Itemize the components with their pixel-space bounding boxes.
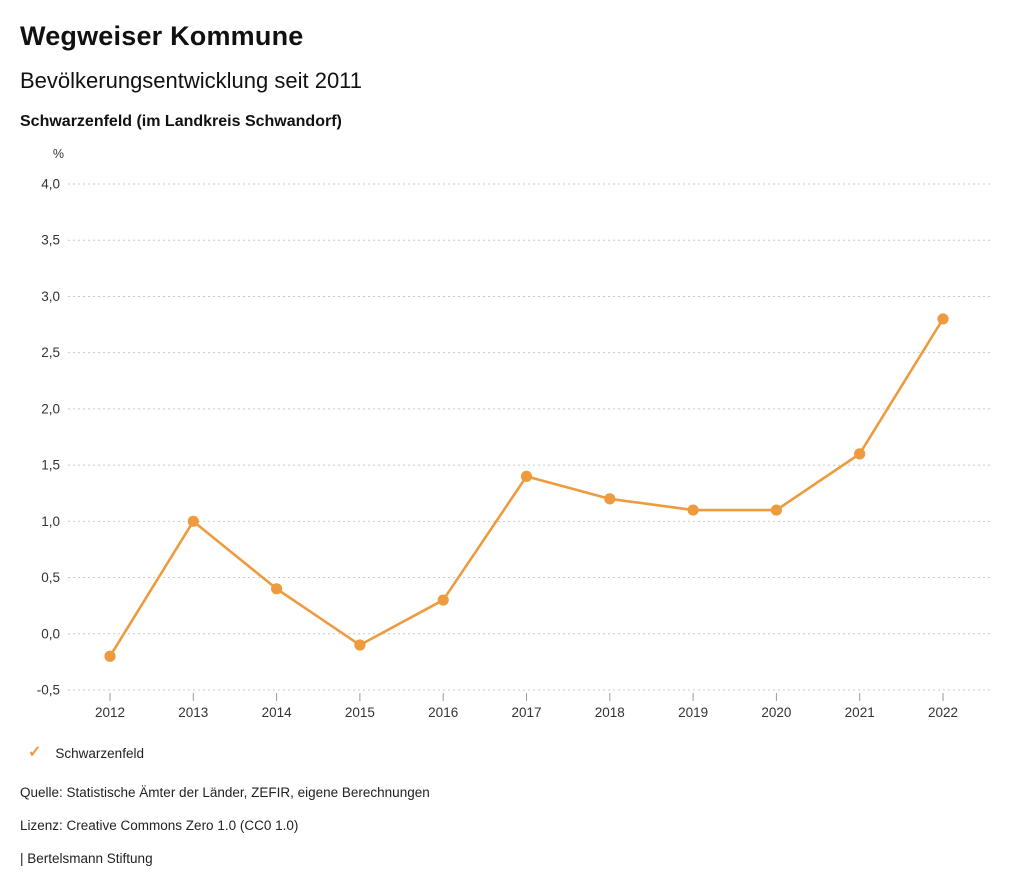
y-tick-label: -0,5 — [37, 683, 60, 698]
source-text: Quelle: Statistische Ämter der Länder, Z… — [20, 785, 430, 800]
y-tick-label: 2,0 — [41, 401, 60, 416]
footer: Quelle: Statistische Ämter der Länder, Z… — [20, 785, 1000, 884]
data-point-2017 — [520, 470, 533, 482]
x-tick-label: 2013 — [178, 705, 208, 720]
data-point-2018 — [604, 493, 616, 505]
data-point-2015 — [354, 639, 366, 651]
attribution-text: | Bertelsmann Stiftung — [20, 851, 153, 866]
data-point-2021 — [854, 448, 866, 460]
x-tick-label: 2020 — [761, 705, 791, 720]
y-axis-unit-label: % — [53, 147, 64, 161]
x-tick-label: 2017 — [511, 705, 541, 720]
check-icon: ✓ — [28, 744, 42, 761]
data-point-2022 — [937, 313, 949, 325]
chart-canvas: % 4,0 3,5 3,0 2,5 2,0 1,5 1,0 0,5 0,0 -0,5 2012 2013… — [37, 147, 990, 720]
page-title: Wegweiser Kommune — [20, 21, 304, 51]
x-tick-label: 2014 — [262, 705, 293, 720]
y-tick-label: 2,5 — [41, 345, 60, 360]
license-text: Lizenz: Creative Commons Zero 1.0 (CC0 1… — [20, 818, 299, 833]
header: Wegweiser Kommune Bevölkerungsentwicklun… — [20, 20, 1000, 131]
y-tick-label: 1,5 — [41, 458, 60, 473]
x-tick-label: 2016 — [428, 705, 458, 720]
series-line-schwarzenfeld — [108, 317, 945, 658]
data-point-2014 — [271, 583, 283, 595]
data-point-2020 — [770, 504, 783, 516]
x-tick-label: 2022 — [928, 705, 958, 720]
y-tick-label: 3,5 — [41, 233, 60, 248]
x-tick-label: 2019 — [678, 705, 708, 720]
data-point-2012 — [104, 650, 116, 662]
y-tick-label: 1,0 — [41, 514, 60, 529]
y-tick-label: 3,0 — [41, 289, 60, 304]
y-tick-label: 4,0 — [41, 177, 60, 192]
data-point-2013 — [187, 515, 199, 527]
line-chart: % 4,0 3,5 3,0 2,5 2,0 1,5 1,0 0,5 0,0 -0,5 2012 2013… — [0, 140, 1024, 740]
chart-subtitle: Bevölkerungsentwicklung seit 2011 — [20, 68, 363, 94]
x-tick-label: 2012 — [95, 705, 125, 720]
chart-location: Schwarzenfeld (im Landkreis Schwandorf) — [20, 112, 342, 130]
x-tick-label: 2018 — [595, 705, 625, 720]
x-tick-label: 2021 — [845, 705, 875, 720]
data-point-2016 — [437, 594, 449, 606]
data-point-2019 — [687, 504, 699, 516]
y-tick-label: 0,0 — [41, 626, 60, 641]
x-tick-label: 2015 — [345, 705, 375, 720]
legend-item-schwarzenfeld: Schwarzenfeld — [55, 745, 144, 761]
y-tick-label: 0,5 — [41, 570, 60, 585]
legend: ✓ Schwarzenfeld — [28, 745, 144, 761]
